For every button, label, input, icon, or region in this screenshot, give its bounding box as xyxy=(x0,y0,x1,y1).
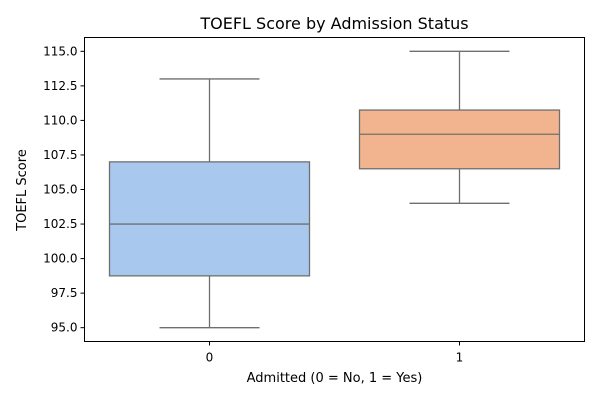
plot-area: 95.097.5100.0102.5105.0107.5110.0112.511… xyxy=(43,44,561,365)
y-tick-label: 107.5 xyxy=(43,148,77,162)
y-tick-label: 112.5 xyxy=(43,79,77,93)
y-tick-label: 95.0 xyxy=(51,321,78,335)
y-tick-label: 115.0 xyxy=(43,44,77,58)
y-tick-label: 110.0 xyxy=(43,113,77,127)
y-tick-label: 100.0 xyxy=(43,252,77,266)
iqr-box xyxy=(358,109,561,170)
y-tick-label: 102.5 xyxy=(43,217,77,231)
box-group-1 xyxy=(358,50,561,204)
chart-title: TOEFL Score by Admission Status xyxy=(199,14,468,33)
x-tick-label: 0 xyxy=(206,351,214,365)
box-group-0 xyxy=(108,78,311,329)
x-axis-label: Admitted (0 = No, 1 = Yes) xyxy=(247,371,423,386)
iqr-box xyxy=(108,161,311,277)
x-tick-label: 1 xyxy=(456,351,464,365)
y-axis-label: TOEFL Score xyxy=(15,149,30,232)
plot-frame xyxy=(84,37,585,342)
y-tick-label: 105.0 xyxy=(43,183,77,197)
y-tick-label: 97.5 xyxy=(51,286,78,300)
